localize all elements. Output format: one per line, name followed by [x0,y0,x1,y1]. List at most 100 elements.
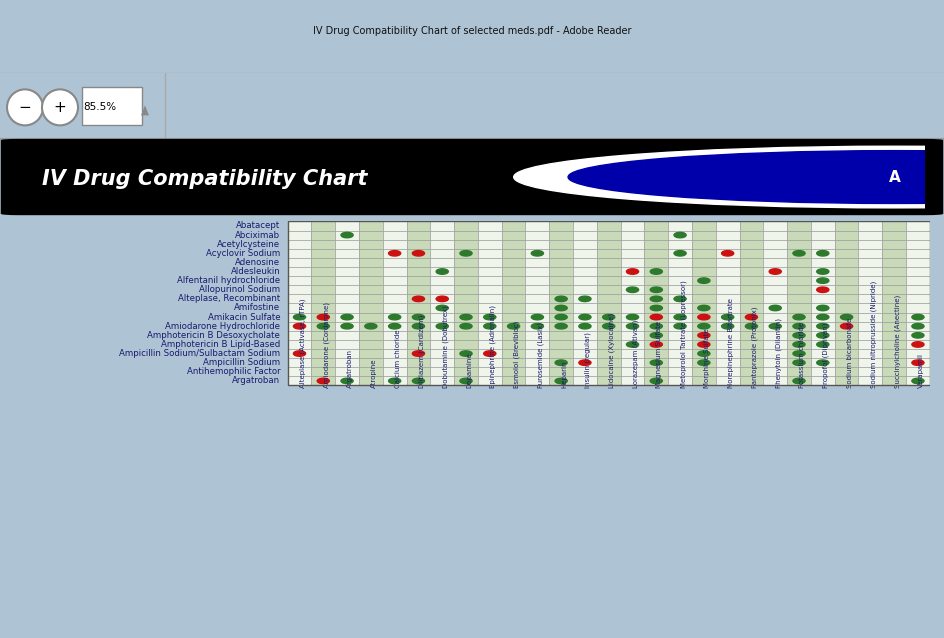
Bar [692,376,716,385]
Circle shape [769,269,782,274]
Bar [668,304,692,313]
Bar [834,221,858,230]
Bar [549,349,573,358]
Circle shape [508,323,519,329]
Bar [430,304,454,313]
Circle shape [793,378,805,383]
Bar [858,249,883,258]
Bar [787,358,811,367]
Bar [312,376,335,385]
Circle shape [555,360,567,366]
Circle shape [627,287,638,292]
Bar [858,221,883,230]
Bar [573,285,597,294]
Circle shape [579,360,591,366]
Circle shape [364,323,377,329]
Bar [668,376,692,385]
Bar [597,240,620,249]
Bar [811,294,834,304]
Bar [620,358,645,367]
Bar [478,322,501,330]
Bar [430,376,454,385]
Bar [335,340,359,349]
Bar [834,330,858,340]
Bar [454,267,478,276]
Circle shape [317,315,329,320]
Polygon shape [141,105,149,115]
Bar [787,376,811,385]
Text: Argatroban: Argatroban [232,376,280,385]
Bar [787,230,811,240]
Bar [478,358,501,367]
Bar [335,294,359,304]
Circle shape [793,315,805,320]
Bar [549,285,573,294]
Bar [906,340,930,349]
Bar [382,367,407,376]
Bar [288,322,312,330]
Bar [430,340,454,349]
Circle shape [912,332,924,338]
Bar [597,258,620,267]
Bar [811,330,834,340]
Text: −: − [19,100,31,115]
Bar [692,221,716,230]
Bar [501,313,526,322]
Bar [645,294,668,304]
Bar [359,358,382,367]
Bar [811,376,834,385]
Bar [454,313,478,322]
Bar [549,249,573,258]
Bar [549,230,573,240]
Bar [906,240,930,249]
Bar [668,294,692,304]
Bar [834,258,858,267]
Bar [597,367,620,376]
Bar [382,294,407,304]
Circle shape [317,378,329,383]
Text: IV Drug Compatibility Chart: IV Drug Compatibility Chart [42,168,367,188]
Bar [858,258,883,267]
Bar [716,294,739,304]
Bar [573,322,597,330]
Bar [526,304,549,313]
Bar [478,330,501,340]
Bar [739,221,764,230]
Bar [883,294,906,304]
Bar [430,358,454,367]
Circle shape [746,315,757,320]
Bar [526,285,549,294]
Bar [620,304,645,313]
Bar [526,258,549,267]
Bar [692,349,716,358]
Bar [668,313,692,322]
Bar [883,340,906,349]
Bar [407,340,430,349]
Bar [692,340,716,349]
Bar [501,240,526,249]
Bar [668,285,692,294]
Bar [906,349,930,358]
Bar [382,322,407,330]
Bar [359,221,382,230]
Bar [787,258,811,267]
Circle shape [413,323,425,329]
Bar [526,267,549,276]
Bar [407,367,430,376]
Circle shape [460,378,472,383]
Bar [359,240,382,249]
Bar [407,230,430,240]
Circle shape [389,315,400,320]
Bar [883,221,906,230]
Bar [312,330,335,340]
Bar [645,276,668,285]
Text: Insulin (regular): Insulin (regular) [585,332,592,387]
Bar [668,358,692,367]
Bar [764,294,787,304]
Bar [526,294,549,304]
Bar [549,258,573,267]
Bar [858,304,883,313]
Circle shape [294,351,306,356]
Text: Atropine: Atropine [371,358,377,387]
Text: 85.5%: 85.5% [83,102,116,112]
